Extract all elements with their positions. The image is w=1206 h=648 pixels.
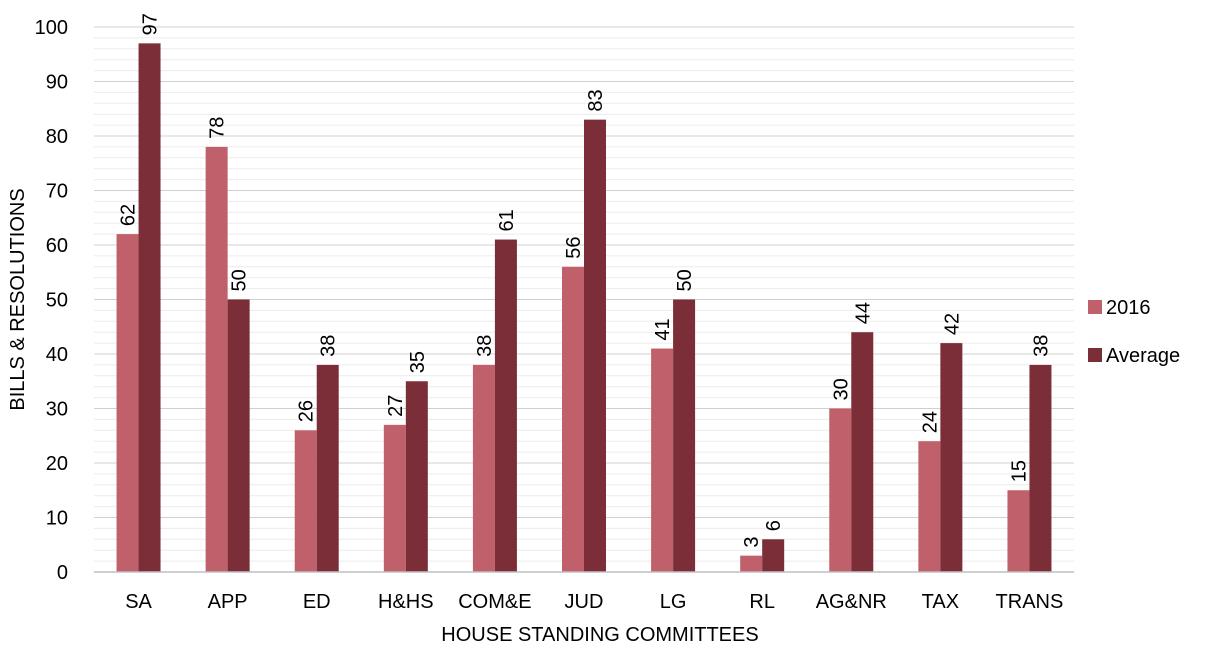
data-label: 62 <box>118 204 140 226</box>
x-tick-label: COM&E <box>458 591 531 613</box>
y-tick-label: 40 <box>46 344 68 366</box>
bar-series2 <box>673 300 695 573</box>
data-label: 6 <box>763 520 785 531</box>
data-label: 15 <box>1008 460 1030 482</box>
x-tick-label: TRANS <box>996 591 1064 613</box>
bar-series2 <box>762 539 784 572</box>
y-axis-title: BILLS & RESOLUTIONS <box>7 188 29 410</box>
bar-series1 <box>740 556 762 572</box>
data-label: 27 <box>385 395 407 417</box>
data-label: 24 <box>919 411 941 433</box>
x-tick-label: APP <box>208 591 248 613</box>
y-tick-label: 20 <box>46 453 68 475</box>
data-label: 35 <box>407 351 429 373</box>
legend-swatch <box>1088 348 1102 362</box>
data-label: 83 <box>585 89 607 111</box>
data-label: 44 <box>852 302 874 324</box>
x-tick-label: LG <box>660 591 687 613</box>
legend-swatch <box>1088 300 1102 314</box>
data-label: 42 <box>941 313 963 335</box>
x-tick-label: AG&NR <box>816 591 887 613</box>
bar-series2 <box>1029 365 1051 572</box>
bar-series2 <box>317 365 339 572</box>
legend-label: Average <box>1106 345 1180 367</box>
y-tick-label: 90 <box>46 72 68 94</box>
legend-label: 2016 <box>1106 297 1151 319</box>
bar-series2 <box>495 240 517 572</box>
x-tick-label: H&HS <box>378 591 434 613</box>
bar-series1 <box>651 349 673 572</box>
data-label: 50 <box>229 269 251 291</box>
bar-series2 <box>406 381 428 572</box>
data-label: 56 <box>563 237 585 259</box>
data-label: 41 <box>652 318 674 340</box>
bar-series1 <box>1007 490 1029 572</box>
axes: 0 10 20 30 40 50 60 70 80 90 100 SA APP ED H&HS COM&E JU… <box>35 17 1074 613</box>
y-tick-label: 50 <box>46 290 68 312</box>
bar-series2 <box>851 332 873 572</box>
data-label: 38 <box>1030 335 1052 357</box>
x-tick-label: TAX <box>922 591 959 613</box>
data-label: 26 <box>296 400 318 422</box>
x-tick-label: JUD <box>565 591 604 613</box>
y-tick-label: 0 <box>57 562 68 584</box>
x-tick-label: ED <box>303 591 331 613</box>
data-label: 50 <box>674 269 696 291</box>
y-tick-label: 70 <box>46 181 68 203</box>
bar-series1 <box>117 234 139 572</box>
data-label: 38 <box>474 335 496 357</box>
x-tick-label: RL <box>749 591 775 613</box>
x-axis-title: HOUSE STANDING COMMITTEES <box>441 624 758 646</box>
x-tick-label: SA <box>125 591 152 613</box>
data-label: 61 <box>496 209 518 231</box>
bar-series1 <box>829 409 851 573</box>
bar-series1 <box>295 430 317 572</box>
data-label: 38 <box>318 335 340 357</box>
bar-series2 <box>139 43 161 572</box>
bar-series2 <box>584 120 606 572</box>
legend: 2016 Average <box>1088 297 1180 367</box>
bar-series2 <box>940 343 962 572</box>
bars <box>117 43 1052 572</box>
bar-series2 <box>228 300 250 573</box>
data-label: 30 <box>830 378 852 400</box>
y-tick-label: 30 <box>46 399 68 421</box>
bar-series1 <box>206 147 228 572</box>
data-label: 97 <box>140 13 162 35</box>
data-label: 78 <box>207 117 229 139</box>
y-tick-label: 10 <box>46 508 68 530</box>
bar-series1 <box>918 441 940 572</box>
y-tick-label: 80 <box>46 126 68 148</box>
bar-series1 <box>562 267 584 572</box>
data-label: 3 <box>741 537 763 548</box>
bar-series1 <box>384 425 406 572</box>
y-tick-label: 60 <box>46 235 68 257</box>
y-tick-label: 100 <box>35 17 68 39</box>
bar-series1 <box>473 365 495 572</box>
